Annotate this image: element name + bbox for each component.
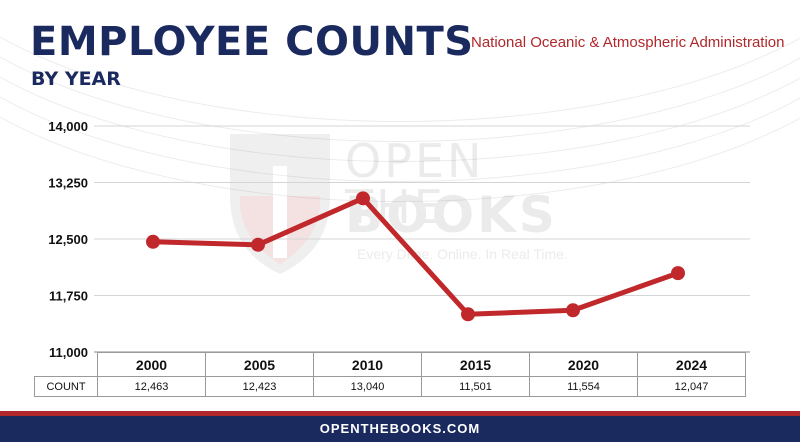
data-point <box>671 266 685 281</box>
year-cell: 2005 <box>205 352 314 377</box>
agency-name: National Oceanic & Atmospheric Administr… <box>471 34 785 51</box>
gridlines <box>94 125 750 353</box>
year-row-blank <box>34 352 98 377</box>
count-row-label: COUNT <box>34 376 98 397</box>
y-tick-label: 13,250 <box>48 176 88 191</box>
data-points <box>146 191 685 322</box>
count-cell: 13,040 <box>313 376 422 397</box>
footer-link[interactable]: OPENTHEBOOKS.COM <box>319 421 481 436</box>
data-table: 2000 2005 2010 2015 2020 2024 COUNT 12,4… <box>34 352 746 397</box>
data-point <box>356 191 370 206</box>
series-line <box>152 195 679 317</box>
count-cell: 12,423 <box>205 376 314 397</box>
year-cell: 2015 <box>421 352 530 377</box>
y-tick-label: 14,000 <box>48 119 88 134</box>
y-tick-label: 12,500 <box>48 232 88 247</box>
year-cell: 2024 <box>637 352 746 377</box>
count-cell: 11,501 <box>421 376 530 397</box>
data-point <box>251 237 265 252</box>
data-point <box>566 303 580 318</box>
count-cell: 12,047 <box>637 376 746 397</box>
data-point <box>146 234 160 249</box>
year-cell: 2000 <box>97 352 206 377</box>
data-point <box>461 307 475 322</box>
year-cell: 2020 <box>529 352 638 377</box>
y-tick-label: 11,750 <box>49 289 88 304</box>
chart-subtitle: BY YEAR <box>31 68 121 90</box>
year-row: 2000 2005 2010 2015 2020 2024 <box>34 352 746 377</box>
footer-bar: OPENTHEBOOKS.COM <box>0 411 800 442</box>
count-row: COUNT 12,463 12,423 13,040 11,501 11,554… <box>34 376 746 397</box>
year-cell: 2010 <box>313 352 422 377</box>
count-cell: 11,554 <box>529 376 638 397</box>
count-cell: 12,463 <box>97 376 206 397</box>
chart-title: EMPLOYEE COUNTS <box>30 19 474 65</box>
